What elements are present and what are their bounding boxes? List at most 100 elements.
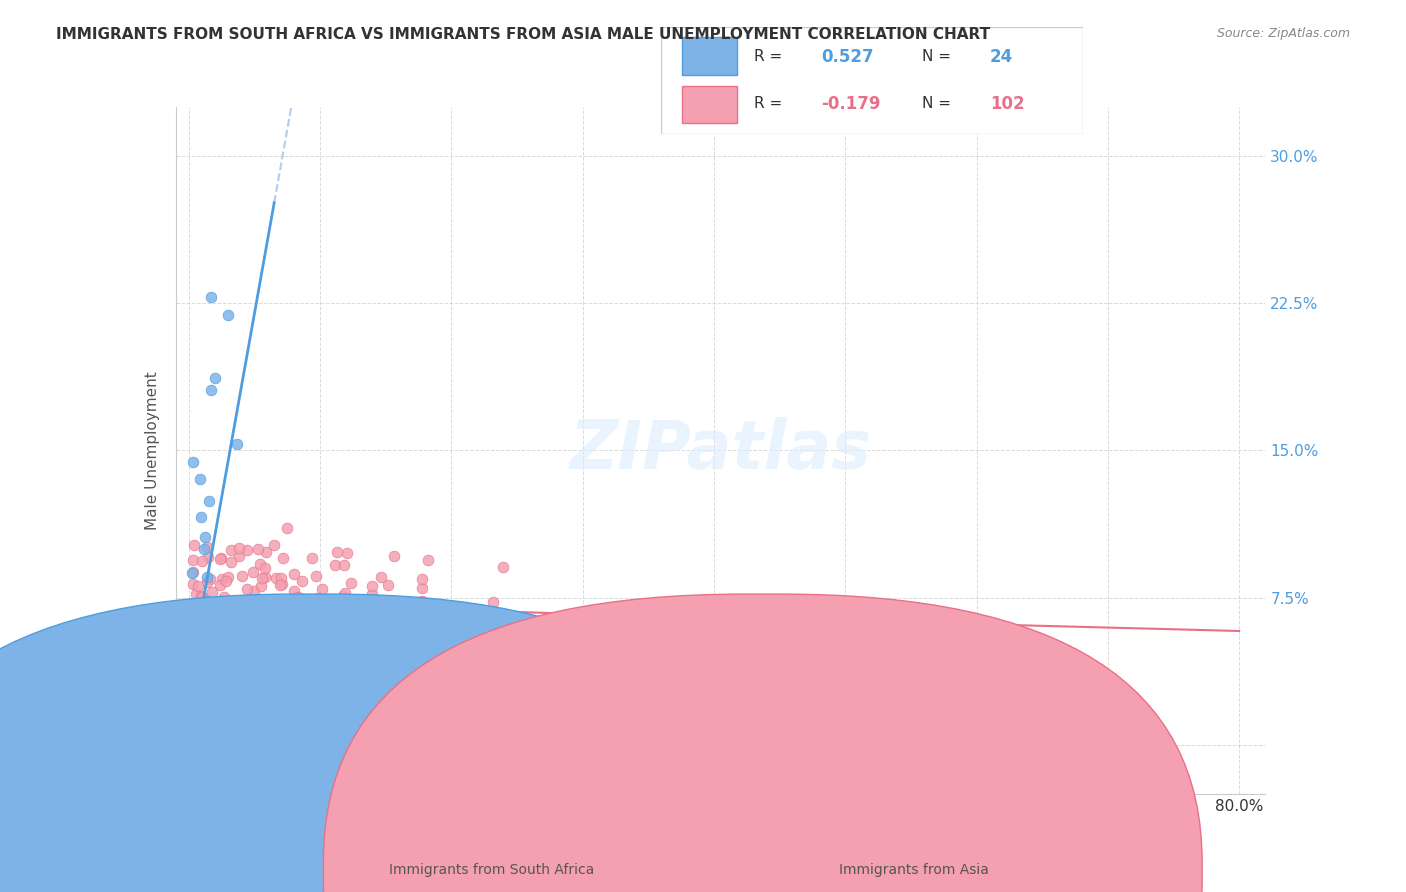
Point <box>305 569 328 583</box>
Point <box>186 587 208 601</box>
Point <box>264 571 287 585</box>
Point <box>287 590 309 604</box>
Point <box>411 582 433 596</box>
Point <box>197 607 219 621</box>
Point <box>236 542 259 557</box>
Point <box>291 608 314 623</box>
Point <box>219 543 242 558</box>
Text: N =: N = <box>922 49 956 64</box>
Text: R =: R = <box>754 96 787 112</box>
Point <box>211 572 233 586</box>
Text: Source: ZipAtlas.com: Source: ZipAtlas.com <box>1216 27 1350 40</box>
Point <box>197 549 219 564</box>
Point <box>181 565 204 579</box>
Point <box>181 455 204 469</box>
Point <box>191 554 214 568</box>
Point <box>270 571 292 585</box>
Point <box>411 572 433 586</box>
Point <box>361 579 384 593</box>
Point <box>356 604 378 618</box>
Point <box>336 546 359 560</box>
Point <box>254 544 277 558</box>
Text: R =: R = <box>754 49 787 64</box>
Point <box>201 679 224 693</box>
Point <box>276 521 298 535</box>
Text: N =: N = <box>922 96 956 112</box>
Point <box>188 626 211 640</box>
Point <box>181 552 204 566</box>
Point <box>231 568 253 582</box>
Point <box>180 651 202 665</box>
Point <box>269 578 291 592</box>
Point <box>288 593 311 607</box>
Point <box>197 574 219 589</box>
Point <box>193 541 215 556</box>
Point <box>370 570 392 584</box>
Point <box>340 575 363 590</box>
Point <box>242 565 264 579</box>
Point <box>307 591 329 605</box>
Point <box>481 595 503 609</box>
Point <box>191 590 214 604</box>
Point <box>256 599 278 614</box>
Point <box>250 579 273 593</box>
Point <box>233 603 256 617</box>
Point <box>250 571 273 585</box>
Point <box>181 612 204 626</box>
Point <box>183 644 205 658</box>
Bar <box>682 37 737 75</box>
Point <box>208 577 231 591</box>
Point <box>180 660 202 674</box>
Point <box>198 493 221 508</box>
Point <box>235 582 257 597</box>
Point <box>197 595 219 609</box>
Point <box>222 601 245 615</box>
Text: Immigrants from Asia: Immigrants from Asia <box>839 863 988 877</box>
Point <box>246 541 269 556</box>
Point <box>253 570 276 584</box>
Point <box>194 530 217 544</box>
Point <box>228 549 250 564</box>
Point <box>200 585 222 599</box>
Point <box>377 578 399 592</box>
Point <box>271 576 294 591</box>
Point <box>228 541 250 555</box>
Point <box>418 553 440 567</box>
Point <box>297 599 319 613</box>
Text: 24: 24 <box>990 48 1014 66</box>
Point <box>263 538 285 552</box>
Point <box>215 574 238 588</box>
Point <box>243 584 266 599</box>
Point <box>207 599 229 614</box>
Point <box>211 602 233 616</box>
Point <box>200 290 222 304</box>
Text: ZIPatlas: ZIPatlas <box>569 417 872 483</box>
Point <box>187 579 209 593</box>
Point <box>336 602 359 616</box>
Point <box>195 594 218 608</box>
Point <box>180 613 202 627</box>
Point <box>290 574 312 588</box>
Point <box>411 594 433 608</box>
Point <box>217 308 239 322</box>
Point <box>301 551 323 566</box>
Point <box>212 591 235 605</box>
Point <box>281 607 304 621</box>
Point <box>188 472 211 486</box>
Point <box>323 558 346 572</box>
Point <box>190 509 212 524</box>
Point <box>326 545 349 559</box>
Point <box>337 596 360 610</box>
Point <box>198 572 221 586</box>
Point <box>349 599 371 614</box>
Text: IMMIGRANTS FROM SOUTH AFRICA VS IMMIGRANTS FROM ASIA MALE UNEMPLOYMENT CORRELATI: IMMIGRANTS FROM SOUTH AFRICA VS IMMIGRAN… <box>56 27 990 42</box>
Point <box>361 587 384 601</box>
Point <box>316 601 339 615</box>
Point <box>253 560 276 574</box>
Point <box>333 558 356 572</box>
Point <box>186 679 208 693</box>
Point <box>273 601 295 615</box>
Point <box>211 595 233 609</box>
Point <box>195 569 218 583</box>
Point <box>191 596 214 610</box>
